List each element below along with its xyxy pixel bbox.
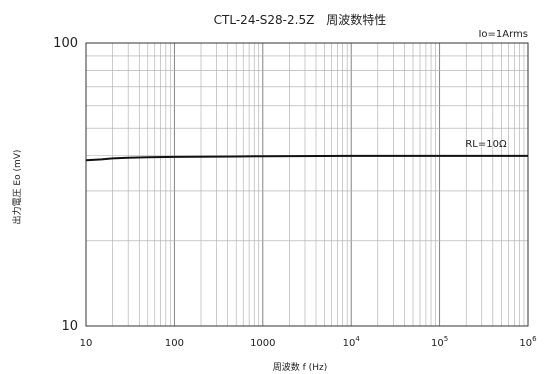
- chart-title: CTL-24-S28-2.5Z 周波数特性: [214, 12, 387, 27]
- x-tick-label: 10: [80, 338, 93, 349]
- series-label: RL=10Ω: [465, 139, 507, 150]
- x-tick-exponent: 5: [444, 335, 448, 343]
- y-axis-label: 出力電圧 Eo (mV): [11, 150, 23, 225]
- series-line: [85, 154, 528, 162]
- y-tick-labels: 100 10: [53, 36, 78, 334]
- y-tick-label: 100: [53, 36, 78, 51]
- grid: [86, 43, 528, 326]
- y-tick-label: 10: [61, 319, 78, 334]
- x-tick-labels: 10 100 1000 104 105 106: [80, 335, 538, 349]
- x-axis-label: 周波数 f (Hz): [273, 361, 327, 373]
- x-tick-label: 100: [165, 338, 184, 349]
- series-layer: RL=10Ω: [85, 139, 528, 162]
- x-tick-exponent: 6: [532, 335, 537, 343]
- x-tick-label: 106: [519, 335, 537, 349]
- x-tick-label: 104: [343, 335, 361, 349]
- x-tick-exponent: 4: [355, 335, 360, 343]
- x-tick-label: 1000: [250, 338, 275, 349]
- condition-label: Io=1Arms: [478, 29, 528, 40]
- plot-frame: [85, 42, 529, 327]
- x-tick-label: 105: [431, 335, 448, 349]
